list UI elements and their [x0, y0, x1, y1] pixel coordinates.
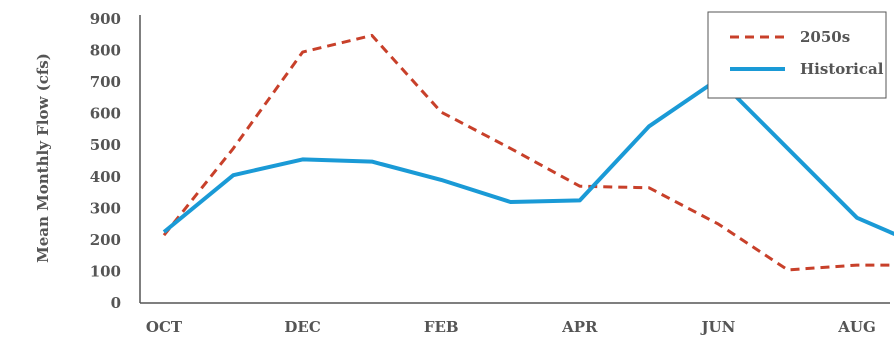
legend-box: [707, 11, 887, 99]
y-tick-label: 100: [90, 262, 121, 280]
x-tick-label: OCT: [146, 318, 183, 336]
x-tick-label: DEC: [284, 318, 320, 336]
y-tick-label: 600: [90, 105, 121, 123]
y-tick-label: 300: [90, 199, 121, 217]
x-tick-label: JUN: [699, 318, 735, 336]
series-line-historical: [162, 77, 894, 236]
y-tick-label: 200: [90, 231, 121, 249]
y-tick-label: 900: [90, 10, 121, 28]
x-tick-label: APR: [561, 318, 598, 336]
y-tick-label: 700: [90, 73, 121, 91]
x-tick-labels: OCT DEC FEB APR JUN AUG: [146, 318, 876, 336]
series-layer: [162, 33, 894, 272]
y-tick-label: 500: [90, 136, 121, 154]
series-line-2050s: [162, 33, 894, 272]
legend: 2050s Historical: [707, 11, 887, 99]
x-tick-label: AUG: [837, 318, 876, 336]
y-tick-label: 800: [90, 42, 121, 60]
y-tick-label: 0: [111, 294, 121, 312]
y-axis-label: Mean Monthly Flow (cfs): [34, 53, 52, 263]
y-tick-label: 400: [90, 168, 121, 186]
x-tick-label: FEB: [424, 318, 459, 336]
legend-label: Historical: [800, 60, 884, 78]
legend-label: 2050s: [800, 28, 850, 46]
y-tick-labels: 0 100 200 300 400 500 600 700 800 900: [90, 10, 121, 312]
